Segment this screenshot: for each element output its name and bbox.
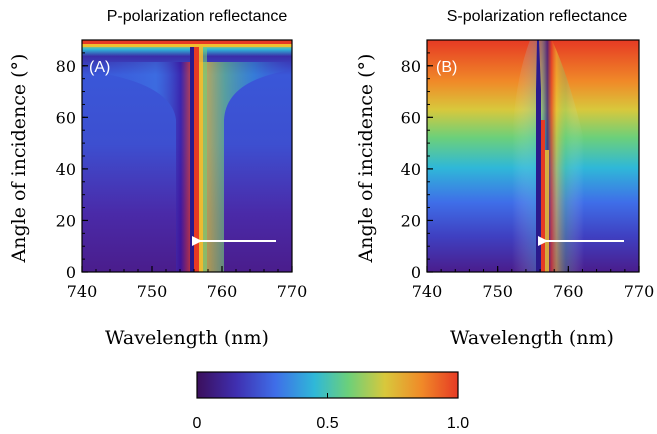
chart-b-x-tick-label: 760 (553, 282, 584, 301)
chart-a-grazing-red (82, 40, 292, 44)
chart-b-resonance-yellow (545, 150, 549, 272)
chart-a-xlabel: Wavelength (nm) (105, 327, 269, 349)
chart-a-x-tick-label: 740 (67, 282, 98, 301)
chart-a-y-tick-label: 0 (66, 263, 76, 282)
chart-a-resonance-yellow (199, 40, 203, 272)
chart-a-ylabel: Angle of incidence (°) (8, 54, 30, 264)
chart-a-grazing-yellow (82, 44, 292, 47)
chart-b-y-tick-label: 80 (401, 57, 421, 76)
chart-a-resonance-dark (190, 40, 194, 272)
chart-b-y-tick-label: 0 (411, 263, 421, 282)
chart-b-ylabel: Angle of incidence (°) (355, 54, 377, 264)
chart-b-resonance-red (541, 120, 545, 272)
chart-a-y-tick-label: 60 (56, 108, 76, 127)
chart-b-y-tick-label: 60 (401, 108, 421, 127)
chart-b-axes: 740 750 760 770 0 20 40 60 80 (401, 39, 655, 301)
chart-b-y-tick-label: 20 (401, 211, 421, 230)
chart-b-x-tick-label: 740 (412, 282, 443, 301)
chart-a-x-tick-label: 750 (137, 282, 168, 301)
chart-a-y-tick-label: 20 (56, 211, 76, 230)
colorbar-ticks: 0 0.5 1.0 (193, 393, 469, 432)
chart-a-y-tick-label: 40 (56, 160, 76, 179)
chart-a-x-tick-label: 770 (277, 282, 308, 301)
colorbar-tick-label: 0.5 (316, 415, 338, 432)
chart-b-heatmap (427, 40, 639, 272)
chart-a-panel-label: (A) (89, 59, 110, 76)
chart-b-resonance-dark (536, 40, 541, 272)
chart-a-axes: 740 750 760 770 0 20 40 60 80 (56, 39, 308, 301)
chart-b-x-tick-label: 750 (482, 282, 513, 301)
chart-b-y-tick-label: 40 (401, 160, 421, 179)
chart-a-x-tick-label: 760 (207, 282, 238, 301)
chart-b-panel-label: (B) (436, 59, 457, 76)
chart-b-x-tick-label: 770 (624, 282, 655, 301)
colorbar-tick-label: 0 (193, 415, 202, 432)
chart-a-title: P-polarization reflectance (107, 8, 288, 25)
chart-a-resonance-green (203, 40, 207, 272)
chart-b-xlabel: Wavelength (nm) (450, 327, 614, 349)
chart-a-y-tick-label: 80 (56, 57, 76, 76)
chart-a-heatmap (82, 40, 292, 272)
chart-a-resonance-red (194, 40, 199, 272)
chart-a-resonance-glow (82, 62, 292, 272)
colorbar-tick-label: 1.0 (447, 415, 469, 432)
chart-b-title: S-polarization reflectance (447, 8, 628, 25)
